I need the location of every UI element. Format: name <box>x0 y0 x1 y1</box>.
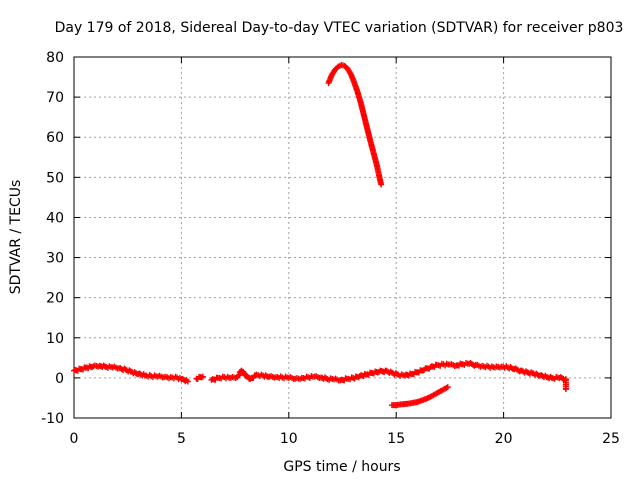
y-axis-label: SDTVAR / TECUs <box>8 180 24 295</box>
series-lower-arc <box>388 384 451 409</box>
x-tick-label: 10 <box>280 431 298 447</box>
plot-frame <box>73 56 612 419</box>
series-spike <box>325 62 385 188</box>
grid-lines <box>74 57 611 418</box>
data-point <box>199 373 206 380</box>
data-point <box>562 386 569 393</box>
y-tick-label: 0 <box>55 371 64 387</box>
data-point <box>444 384 451 391</box>
y-tick-label: 30 <box>46 251 64 267</box>
x-tick-label: 25 <box>602 431 620 447</box>
y-tick-label: 50 <box>46 170 64 186</box>
x-tick-label: 5 <box>177 431 186 447</box>
y-tick-label: -10 <box>41 411 64 427</box>
data-point <box>184 378 191 385</box>
x-tick-label: 15 <box>387 431 405 447</box>
y-tick-label: 40 <box>46 210 64 226</box>
y-tick-label: 10 <box>46 331 64 347</box>
data-point <box>235 372 242 379</box>
y-tick-label: 80 <box>46 50 64 66</box>
x-tick-label: 20 <box>495 431 513 447</box>
axis-ticks: 0 5 10 15 20 25 -10 0 10 20 30 40 50 60 70 80 <box>41 50 620 447</box>
y-tick-label: 20 <box>46 291 64 307</box>
data-point <box>378 181 385 188</box>
series-baseline <box>71 360 569 393</box>
y-tick-label: 60 <box>46 130 64 146</box>
y-tick-label: 70 <box>46 90 64 106</box>
data-point <box>198 374 205 381</box>
chart-title: Day 179 of 2018, Sidereal Day-to-day VTE… <box>55 20 624 36</box>
data-series <box>71 62 569 409</box>
x-tick-label: 0 <box>70 431 79 447</box>
x-axis-label: GPS time / hours <box>283 459 400 475</box>
